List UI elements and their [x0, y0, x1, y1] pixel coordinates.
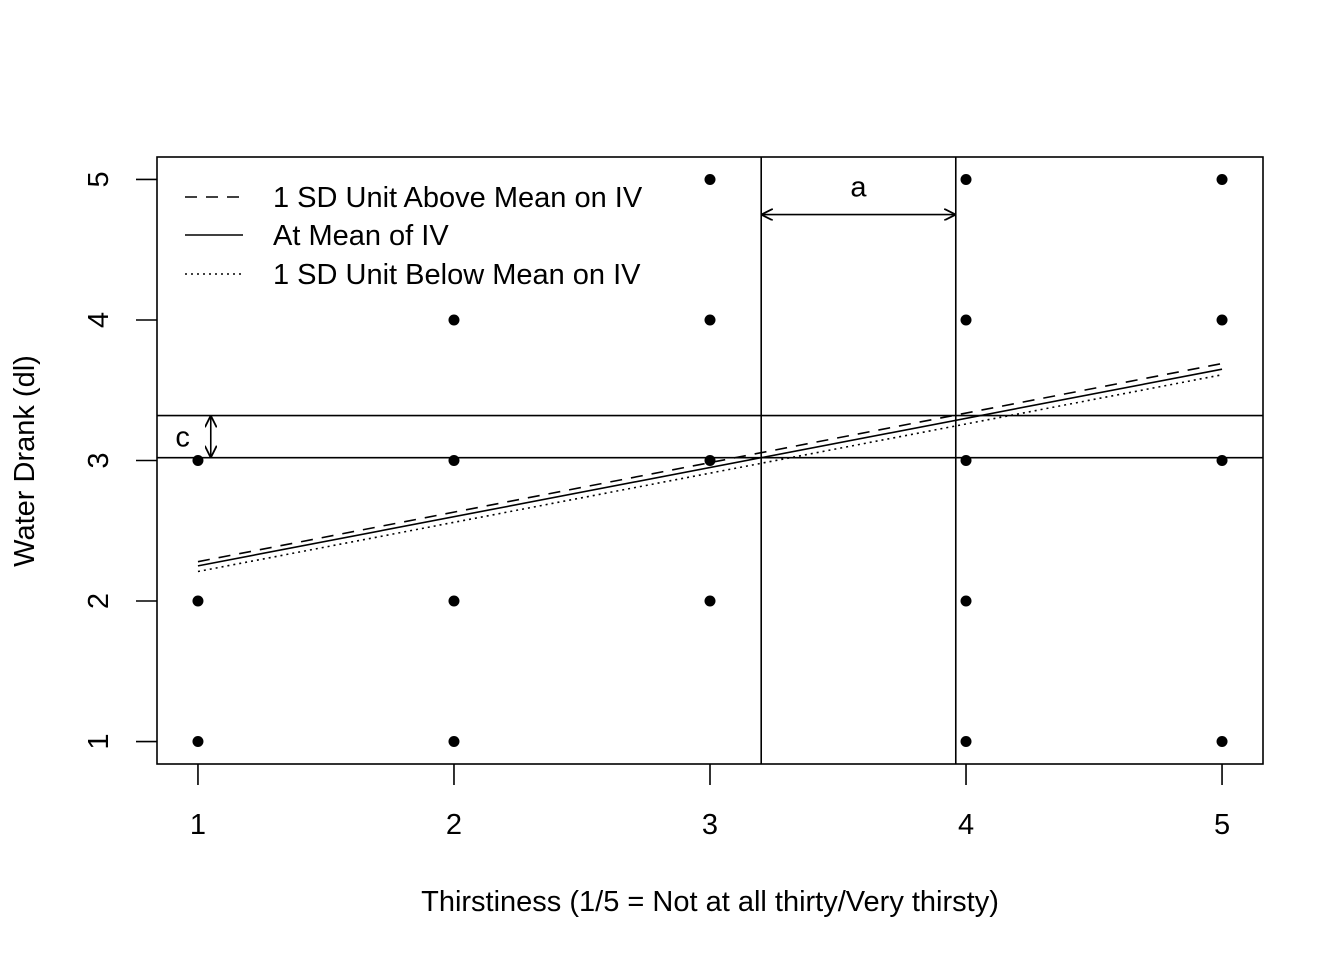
legend: 1 SD Unit Above Mean on IV At Mean of IV… — [185, 182, 643, 291]
annotation-label-a: a — [850, 172, 867, 204]
data-point — [960, 173, 972, 185]
x-tick-label-5: 5 — [1214, 809, 1230, 841]
data-point — [448, 314, 460, 326]
series-line-dotted — [197, 374, 1223, 573]
data-point — [1216, 736, 1228, 748]
y-tick-label-5: 5 — [83, 171, 115, 187]
y-tick-label-4: 4 — [83, 312, 115, 328]
data-point — [1216, 314, 1228, 326]
y-tick-label-2: 2 — [83, 593, 115, 609]
legend-label-mean: At Mean of IV — [273, 220, 449, 252]
series-line-dashed — [197, 362, 1223, 563]
x-tick-label-2: 2 — [446, 809, 462, 841]
data-point — [960, 736, 972, 748]
data-points — [192, 173, 1228, 748]
legend-label-below: 1 SD Unit Below Mean on IV — [273, 259, 641, 291]
data-point — [704, 595, 716, 607]
data-point — [1216, 455, 1228, 466]
data-point — [1216, 173, 1228, 185]
data-point — [704, 173, 716, 185]
data-point — [704, 455, 716, 466]
data-point — [960, 595, 972, 607]
data-point — [448, 736, 460, 748]
x-tick-label-3: 3 — [702, 809, 718, 841]
y-axis-label: Water Drank (dl) — [9, 355, 41, 567]
regression-lines — [197, 362, 1223, 573]
data-point — [960, 314, 972, 326]
x-axis-label: Thirstiness (1/5 = Not at all thirty/Ver… — [421, 886, 999, 918]
annotation-label-c: c — [175, 422, 190, 454]
data-point — [704, 314, 716, 326]
x-tick-label-4: 4 — [958, 809, 974, 841]
annotations: ac — [175, 172, 956, 458]
y-tick-label-3: 3 — [83, 452, 115, 468]
data-point — [192, 455, 204, 466]
data-point — [960, 455, 972, 466]
x-tick-label-1: 1 — [190, 809, 206, 841]
series-line-solid — [197, 368, 1223, 567]
y-axis: 1 2 3 4 5 — [83, 171, 157, 750]
data-point — [448, 455, 460, 466]
data-point — [192, 736, 204, 748]
y-tick-label-1: 1 — [83, 733, 115, 749]
data-point — [192, 595, 204, 607]
data-point — [448, 595, 460, 607]
x-axis: 1 2 3 4 5 — [190, 764, 1230, 841]
legend-label-above: 1 SD Unit Above Mean on IV — [273, 182, 643, 214]
